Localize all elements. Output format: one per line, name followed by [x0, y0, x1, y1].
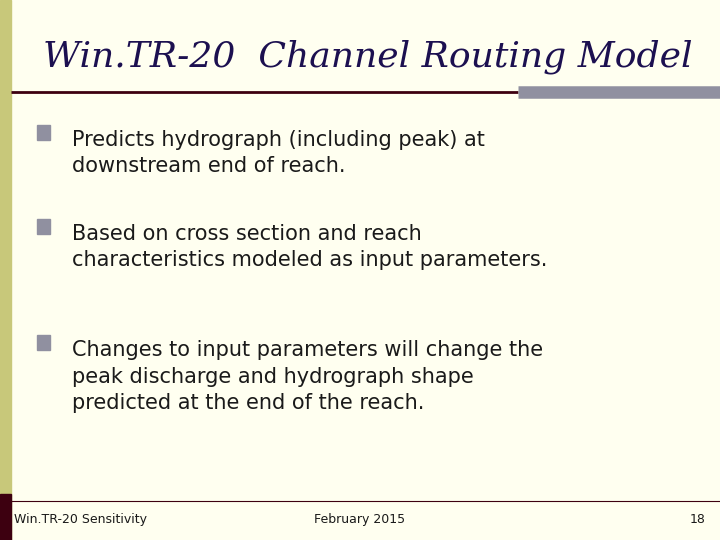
- Text: Predicts hydrograph (including peak) at
downstream end of reach.: Predicts hydrograph (including peak) at …: [72, 130, 485, 176]
- Text: February 2015: February 2015: [315, 513, 405, 526]
- Bar: [0, 0, 11, 540]
- Text: Win.TR-20 Sensitivity: Win.TR-20 Sensitivity: [14, 513, 148, 526]
- Text: 18: 18: [690, 513, 706, 526]
- Bar: [37, 335, 50, 350]
- Text: Win.TR-20  Channel Routing Model: Win.TR-20 Channel Routing Model: [43, 39, 693, 74]
- Text: Changes to input parameters will change the
peak discharge and hydrograph shape
: Changes to input parameters will change …: [72, 340, 543, 413]
- Text: Based on cross section and reach
characteristics modeled as input parameters.: Based on cross section and reach charact…: [72, 224, 547, 271]
- Bar: [0, 494, 11, 540]
- Bar: [37, 125, 50, 140]
- Bar: [37, 219, 50, 234]
